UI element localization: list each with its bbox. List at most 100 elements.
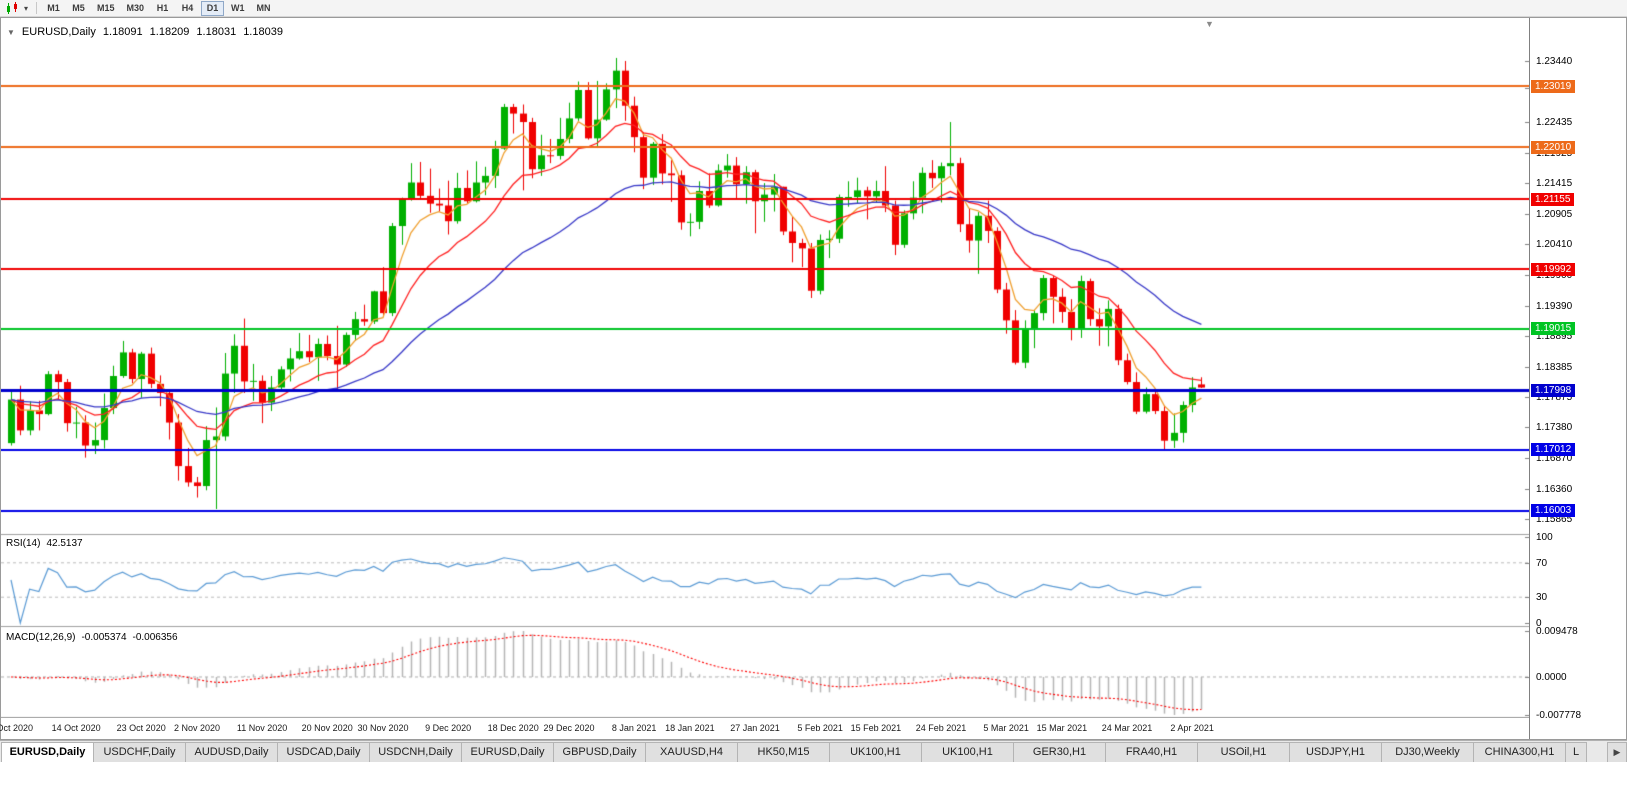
date-label: 30 Nov 2020 bbox=[357, 723, 409, 733]
chart-tab-eurusd-daily[interactable]: EURUSD,Daily bbox=[1, 742, 94, 762]
price-level-badge: 1.17998 bbox=[1531, 383, 1576, 397]
date-label: 15 Mar 2021 bbox=[1036, 723, 1088, 733]
chart-tab-bar: EURUSD,Daily USDCHF,Daily AUDUSD,Daily USDC… bbox=[0, 740, 1627, 762]
date-label: 5 Feb 2021 bbox=[797, 723, 843, 733]
chart-tab-audusd-daily[interactable]: AUDUSD,Daily bbox=[185, 742, 278, 762]
date-label: 24 Feb 2021 bbox=[915, 723, 967, 733]
timeframe-button-mn[interactable]: MN bbox=[252, 1, 276, 16]
date-label: 11 Nov 2020 bbox=[236, 723, 288, 733]
rsi-scale-label: 30 bbox=[1536, 592, 1548, 604]
date-label: 15 Feb 2021 bbox=[850, 723, 902, 733]
date-label: 23 Oct 2020 bbox=[116, 723, 166, 733]
price-level-badge: 1.17012 bbox=[1531, 443, 1576, 457]
timeframe-button-d1[interactable]: D1 bbox=[201, 0, 225, 16]
price-level-badge: 1.19992 bbox=[1531, 262, 1576, 276]
rsi-value: 42.5137 bbox=[46, 538, 83, 549]
price-tick-label: 1.15865 bbox=[1536, 514, 1573, 525]
chart-tab-usdcnh-daily[interactable]: USDCNH,Daily bbox=[369, 742, 462, 762]
rsi-name: RSI(14) bbox=[6, 538, 41, 549]
ohlc-high: 1.18209 bbox=[149, 26, 190, 38]
chart-tab-usdjpy-h1[interactable]: USDJPY,H1 bbox=[1289, 742, 1382, 762]
chart-window: ▼ ▼ EURUSD,Daily 1.18091 1.18209 1.18031… bbox=[0, 17, 1627, 740]
date-label: 2 Nov 2020 bbox=[173, 723, 221, 733]
date-label: 5 Oct 2020 bbox=[0, 723, 34, 733]
ohlc-low: 1.18031 bbox=[196, 26, 237, 38]
date-label: 9 Dec 2020 bbox=[425, 723, 472, 733]
date-label: 14 Oct 2020 bbox=[51, 723, 101, 733]
rsi-scale-label: 70 bbox=[1536, 557, 1548, 569]
date-label: 5 Mar 2021 bbox=[983, 723, 1029, 733]
date-label: 18 Dec 2020 bbox=[487, 723, 539, 733]
macd-scale-label: 0.0000 bbox=[1536, 671, 1567, 683]
chart-tab-eurusd-daily[interactable]: EURUSD,Daily bbox=[461, 742, 554, 762]
ohlc-open: 1.18091 bbox=[102, 26, 143, 38]
chart-header: ▼ EURUSD,Daily 1.18091 1.18209 1.18031 1… bbox=[7, 26, 283, 38]
price-tick-label: 1.16360 bbox=[1536, 484, 1573, 496]
price-tick-label: 1.20410 bbox=[1536, 239, 1573, 251]
ohlc-close: 1.18039 bbox=[243, 26, 283, 38]
toolbar-separator bbox=[36, 2, 37, 14]
date-label: 27 Jan 2021 bbox=[730, 723, 780, 733]
chart-type-icon[interactable] bbox=[3, 1, 21, 15]
macd-scale-label: -0.007778 bbox=[1536, 710, 1582, 721]
price-tick-label: 1.22435 bbox=[1536, 116, 1573, 128]
chart-tab-l[interactable]: L bbox=[1565, 742, 1587, 762]
price-level-badge: 1.22010 bbox=[1531, 140, 1576, 154]
date-label: 18 Jan 2021 bbox=[665, 723, 715, 733]
chart-tab-china300-h1[interactable]: CHINA300,H1 bbox=[1473, 742, 1566, 762]
macd-value: -0.005374 bbox=[81, 632, 127, 643]
price-level-badge: 1.23019 bbox=[1531, 79, 1576, 93]
chart-plot[interactable] bbox=[1, 18, 1529, 718]
timeframe-button-m30[interactable]: M30 bbox=[122, 1, 150, 16]
time-axis[interactable]: 5 Oct 2020 14 Oct 2020 23 Oct 2020 2 Nov 20… bbox=[0, 718, 1529, 739]
macd-indicator-label: MACD(12,26,9) -0.005374 -0.006356 bbox=[6, 632, 178, 643]
rsi-indicator-label: RSI(14) 42.5137 bbox=[6, 538, 83, 549]
timeframe-button-m1[interactable]: M1 bbox=[42, 1, 65, 16]
timeframe-button-w1[interactable]: W1 bbox=[226, 1, 250, 16]
price-tick-label: 1.17380 bbox=[1536, 422, 1573, 434]
timeframe-toolbar: ▾ M1 M5 M15 M30 H1 H4 D1 W1 MN bbox=[0, 0, 1627, 17]
price-tick-label: 1.17875 bbox=[1536, 392, 1573, 404]
chart-tab-usdcad-daily[interactable]: USDCAD,Daily bbox=[277, 742, 370, 762]
chart-tab-xauusd-h4[interactable]: XAUUSD,H4 bbox=[645, 742, 738, 762]
date-label: 20 Nov 2020 bbox=[301, 723, 353, 733]
candlestick-icon bbox=[6, 1, 17, 14]
price-tick-label: 1.19390 bbox=[1536, 300, 1573, 312]
price-tick-label: 1.16870 bbox=[1536, 453, 1573, 465]
macd-scale-label: 0.009478 bbox=[1536, 626, 1578, 637]
timeframe-button-m15[interactable]: M15 bbox=[92, 1, 120, 16]
rsi-scale-label: 0 bbox=[1536, 618, 1542, 629]
rsi-scale-label: 100 bbox=[1536, 532, 1553, 543]
chart-tab-uk100-h1[interactable]: UK100,H1 bbox=[829, 742, 922, 762]
chart-shift-marker[interactable]: ▼ bbox=[1205, 19, 1214, 29]
chart-tab-usoil-h1[interactable]: USOil,H1 bbox=[1197, 742, 1290, 762]
price-tick-label: 1.18385 bbox=[1536, 361, 1573, 373]
price-level-badge: 1.19015 bbox=[1531, 322, 1576, 336]
timeframe-buttons: M1 M5 M15 M30 H1 H4 D1 W1 MN bbox=[42, 0, 276, 16]
collapse-chart-icon[interactable]: ▼ bbox=[7, 28, 15, 37]
price-level-badge: 1.21155 bbox=[1531, 192, 1575, 206]
timeframe-button-h1[interactable]: H1 bbox=[151, 1, 174, 16]
date-label: 24 Mar 2021 bbox=[1101, 723, 1153, 733]
chart-type-dropdown-icon[interactable]: ▾ bbox=[23, 3, 28, 13]
price-tick-label: 1.18895 bbox=[1536, 330, 1573, 342]
chart-symbol-label: EURUSD,Daily bbox=[21, 26, 96, 38]
timeframe-button-h4[interactable]: H4 bbox=[176, 1, 199, 16]
chart-tab-dj30-weekly[interactable]: DJ30,Weekly bbox=[1381, 742, 1474, 762]
chart-tab-uk100-h1[interactable]: UK100,H1 bbox=[921, 742, 1014, 762]
timeframe-button-m5[interactable]: M5 bbox=[67, 1, 90, 16]
chart-tab-hk50-m15[interactable]: HK50,M15 bbox=[737, 742, 830, 762]
price-tick-label: 1.23440 bbox=[1536, 55, 1573, 67]
macd-name: MACD(12,26,9) bbox=[6, 632, 76, 643]
price-level-badge: 1.16003 bbox=[1531, 504, 1576, 518]
price-tick-label: 1.20905 bbox=[1536, 209, 1573, 221]
chart-tab-usdchf-daily[interactable]: USDCHF,Daily bbox=[93, 742, 186, 762]
chart-tab-fra40-h1[interactable]: FRA40,H1 bbox=[1105, 742, 1198, 762]
chart-tab-gbpusd-daily[interactable]: GBPUSD,Daily bbox=[553, 742, 646, 762]
chart-tab-ger30-h1[interactable]: GER30,H1 bbox=[1013, 742, 1106, 762]
tab-scroll-right-button[interactable]: ▶ bbox=[1607, 742, 1627, 762]
price-tick-label: 1.21415 bbox=[1536, 178, 1573, 190]
macd-signal-value: -0.006356 bbox=[132, 632, 178, 643]
price-scale[interactable]: 1.234401.229901.224351.219251.214151.209… bbox=[1529, 18, 1626, 739]
